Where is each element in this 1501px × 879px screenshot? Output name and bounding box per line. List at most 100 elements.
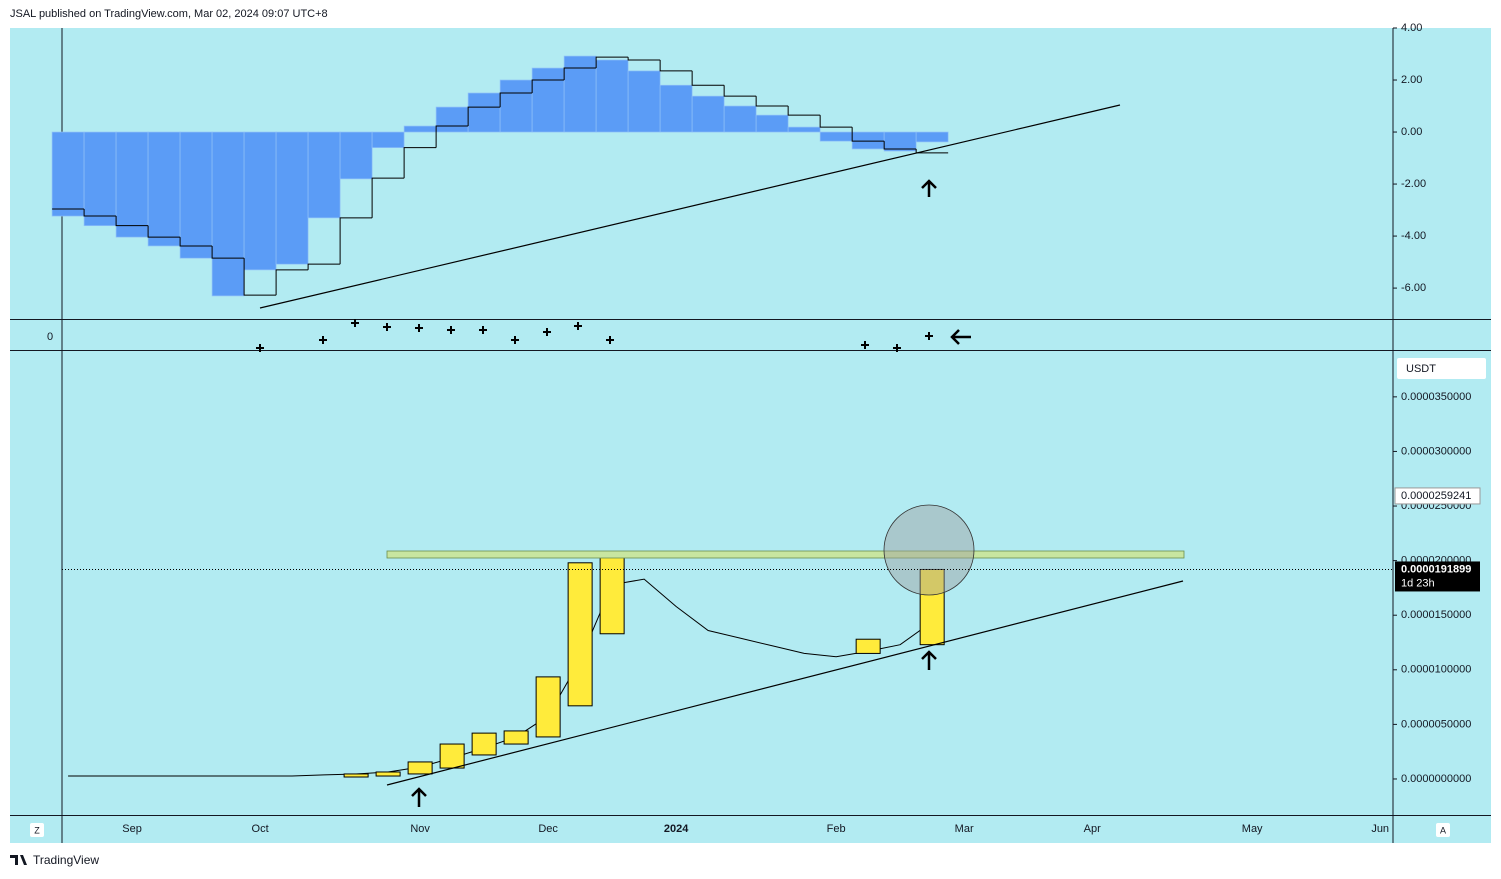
signal-step xyxy=(275,269,309,296)
y-tick-label: -2.00 xyxy=(1401,178,1426,190)
histogram-bar xyxy=(339,131,373,180)
candle-body xyxy=(567,562,593,707)
signal-step xyxy=(883,141,917,150)
signal-step xyxy=(659,59,693,72)
histogram-bar xyxy=(435,106,469,133)
signal-step xyxy=(787,106,821,116)
signal-step xyxy=(243,258,277,296)
y-tick-label: 0.0000150000 xyxy=(1401,609,1471,621)
histogram-bar xyxy=(627,70,661,133)
price-marker-box xyxy=(1394,487,1481,505)
histogram-bar xyxy=(499,79,533,133)
candle-body xyxy=(439,743,465,769)
countdown-label: 1d 23h xyxy=(1401,577,1435,589)
signal-step xyxy=(563,67,597,81)
oscillator-pane xyxy=(51,55,949,297)
x-tick-label: Nov xyxy=(410,823,430,835)
y-tick-label: 0.0000300000 xyxy=(1401,445,1471,457)
last-price-label: 0.0000191899 xyxy=(1401,563,1471,575)
header: JSAL published on TradingView.com, Mar 0… xyxy=(10,8,328,20)
currency-label: USDT xyxy=(1406,363,1436,375)
arrow-up xyxy=(921,179,937,197)
arrow-up xyxy=(921,650,937,670)
arrow-up xyxy=(411,787,427,807)
y-tick-label: 4.00 xyxy=(1401,22,1422,34)
footer: TradingView xyxy=(33,853,99,867)
candle-body xyxy=(407,761,433,775)
x-tick-label: Apr xyxy=(1084,823,1101,835)
y-tick-label: 0.0000050000 xyxy=(1401,718,1471,730)
histogram-bar xyxy=(851,131,885,150)
histogram-bar xyxy=(211,131,245,297)
signal-step xyxy=(819,115,853,128)
zoom-button-label: Z xyxy=(34,825,40,835)
candle-body xyxy=(471,732,497,756)
histogram-bar xyxy=(115,131,149,238)
histogram-bar xyxy=(883,131,917,152)
trendline xyxy=(386,580,1184,786)
x-tick-label: Jun xyxy=(1371,823,1389,835)
histogram-bar xyxy=(83,131,117,227)
y-tick-label: 2.00 xyxy=(1401,74,1422,86)
signal-step xyxy=(467,106,501,127)
candle-body xyxy=(343,773,369,778)
histogram-bar xyxy=(467,92,501,133)
price-marker-label: 0.0000259241 xyxy=(1401,490,1471,502)
histogram-bar xyxy=(691,95,725,133)
histogram-bar xyxy=(595,59,629,133)
signal-step xyxy=(723,85,757,97)
histogram-bar xyxy=(243,131,277,271)
x-tick-label: Oct xyxy=(252,823,269,835)
candle-body xyxy=(503,730,529,745)
signal-step xyxy=(435,125,469,148)
price-pane xyxy=(68,556,945,778)
y-tick-label: -4.00 xyxy=(1401,230,1426,242)
histogram-bar xyxy=(179,131,213,259)
histogram-bar xyxy=(563,55,597,133)
histogram-bar xyxy=(915,131,949,143)
histogram-bar xyxy=(147,131,181,247)
histogram-bar xyxy=(755,114,789,133)
auto-button-label: A xyxy=(1440,825,1446,835)
y-tick-label: 0.0000350000 xyxy=(1401,391,1471,403)
histogram-bar xyxy=(531,67,565,133)
zoom-button[interactable] xyxy=(30,823,44,837)
signal-step xyxy=(595,56,629,69)
candle-body xyxy=(919,568,945,646)
x-tick-label: Mar xyxy=(955,823,974,835)
histogram-bar xyxy=(307,131,341,219)
signal-step xyxy=(691,70,725,86)
highlight-circle xyxy=(883,504,975,596)
signal-step xyxy=(307,263,341,270)
arrow-left xyxy=(950,329,971,345)
histogram-bar xyxy=(723,105,757,133)
signal-step xyxy=(339,217,373,265)
histogram-bar xyxy=(275,131,309,265)
signal-step xyxy=(499,92,533,108)
resistance-zone xyxy=(386,550,1185,559)
signal-step xyxy=(627,57,661,61)
signal-step xyxy=(755,96,789,107)
histogram-bar xyxy=(51,131,85,217)
signal-step xyxy=(179,237,213,247)
currency-box[interactable] xyxy=(1397,358,1486,379)
signal-step xyxy=(851,127,885,142)
x-tick-label: May xyxy=(1242,823,1263,835)
y-tick-label: 0.0000100000 xyxy=(1401,664,1471,676)
auto-button[interactable] xyxy=(1436,823,1450,837)
histogram-bar xyxy=(787,126,821,133)
signal-step xyxy=(403,147,437,179)
moving-average-line xyxy=(68,578,933,777)
x-tick-label: Sep xyxy=(122,823,142,835)
signal-step xyxy=(371,177,405,218)
x-tick-label: Dec xyxy=(538,823,558,835)
signal-step xyxy=(531,79,565,94)
x-tick-label: Feb xyxy=(827,823,846,835)
histogram-bar xyxy=(371,131,405,148)
histogram-bar xyxy=(659,84,693,133)
y-tick-label: 0.0000000000 xyxy=(1401,773,1471,785)
candle-body xyxy=(599,556,625,635)
histogram-bar xyxy=(819,131,853,142)
y-tick-label: 0.00 xyxy=(1401,126,1422,138)
